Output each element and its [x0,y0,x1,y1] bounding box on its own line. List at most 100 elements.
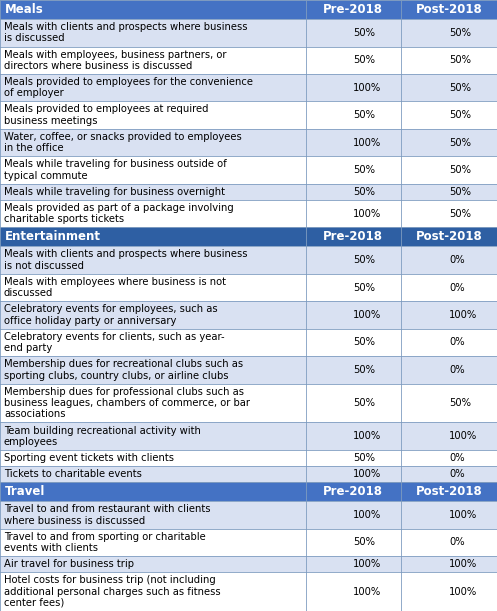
Text: 0%: 0% [449,255,465,265]
Text: 50%: 50% [449,28,471,38]
Text: 0%: 0% [449,453,465,463]
Text: 100%: 100% [353,208,382,219]
Text: Meals provided as part of a package involving: Meals provided as part of a package invo… [4,203,234,213]
Text: associations: associations [4,409,66,419]
Text: Entertainment: Entertainment [5,230,101,243]
Text: office holiday party or anniversary: office holiday party or anniversary [4,316,176,326]
Text: charitable sports tickets: charitable sports tickets [4,214,124,224]
Text: Meals while traveling for business outside of: Meals while traveling for business outsi… [4,159,227,169]
Text: Membership dues for recreational clubs such as: Membership dues for recreational clubs s… [4,359,243,369]
Bar [0,274,497,301]
Text: 50%: 50% [353,165,375,175]
Bar [0,356,497,384]
Text: 0%: 0% [449,337,465,348]
Text: 50%: 50% [353,255,375,265]
Text: Meals while traveling for business overnight: Meals while traveling for business overn… [4,187,225,197]
Text: 100%: 100% [353,559,382,569]
Text: business meetings: business meetings [4,116,97,126]
Text: Meals with employees where business is not: Meals with employees where business is n… [4,277,226,287]
Text: discussed: discussed [4,288,53,298]
Text: Air travel for business trip: Air travel for business trip [4,559,134,569]
Text: sporting clubs, country clubs, or airline clubs: sporting clubs, country clubs, or airlin… [4,371,229,381]
Text: 100%: 100% [449,559,477,569]
Text: 100%: 100% [353,469,382,479]
Text: Post-2018: Post-2018 [415,3,483,16]
Text: 0%: 0% [449,283,465,293]
Text: in the office: in the office [4,143,64,153]
Text: 100%: 100% [353,587,382,596]
Text: 100%: 100% [353,82,382,93]
Text: business leagues, chambers of commerce, or bar: business leagues, chambers of commerce, … [4,398,250,408]
Bar [0,482,497,501]
Text: where business is discussed: where business is discussed [4,516,145,525]
Text: Sporting event tickets with clients: Sporting event tickets with clients [4,453,174,463]
Bar [0,384,497,422]
Text: is not discussed: is not discussed [4,261,84,271]
Text: Travel: Travel [5,485,45,498]
Bar [0,184,497,200]
Bar [0,200,497,227]
Text: 100%: 100% [353,310,382,320]
Text: Meals with employees, business partners, or: Meals with employees, business partners,… [4,49,227,60]
Text: 50%: 50% [449,55,471,65]
Bar [0,301,497,329]
Bar [0,227,497,246]
Text: 50%: 50% [353,55,375,65]
Text: 50%: 50% [353,337,375,348]
Text: events with clients: events with clients [4,543,98,553]
Text: Membership dues for professional clubs such as: Membership dues for professional clubs s… [4,387,244,397]
Text: 100%: 100% [353,431,382,441]
Text: 100%: 100% [449,510,477,520]
Text: Celebratory events for clients, such as year-: Celebratory events for clients, such as … [4,332,225,342]
Text: 50%: 50% [449,187,471,197]
Text: 100%: 100% [353,137,382,148]
Text: 50%: 50% [449,137,471,148]
Text: 50%: 50% [353,283,375,293]
Text: directors where business is discussed: directors where business is discussed [4,61,192,71]
Bar [0,573,497,611]
Bar [0,74,497,101]
Text: Pre-2018: Pre-2018 [324,3,383,16]
Text: Meals: Meals [5,3,44,16]
Text: 0%: 0% [449,469,465,479]
Text: Meals provided to employees for the convenience: Meals provided to employees for the conv… [4,77,253,87]
Text: Team building recreational activity with: Team building recreational activity with [4,425,201,436]
Bar [0,19,497,46]
Text: Pre-2018: Pre-2018 [324,485,383,498]
Text: 50%: 50% [449,208,471,219]
Text: 50%: 50% [353,453,375,463]
Text: Meals with clients and prospects where business: Meals with clients and prospects where b… [4,22,248,32]
Text: typical commute: typical commute [4,170,87,181]
Text: Celebratory events for employees, such as: Celebratory events for employees, such a… [4,304,218,315]
Text: is discussed: is discussed [4,34,65,43]
Text: Meals with clients and prospects where business: Meals with clients and prospects where b… [4,249,248,260]
Text: 50%: 50% [353,187,375,197]
Text: Hotel costs for business trip (not including: Hotel costs for business trip (not inclu… [4,576,216,585]
Bar [0,246,497,274]
Bar [0,101,497,129]
Bar [0,46,497,74]
Text: Post-2018: Post-2018 [415,230,483,243]
Text: Pre-2018: Pre-2018 [324,230,383,243]
Text: 50%: 50% [449,110,471,120]
Text: Post-2018: Post-2018 [415,485,483,498]
Text: 100%: 100% [449,587,477,596]
Text: 50%: 50% [353,110,375,120]
Text: 50%: 50% [449,82,471,93]
Text: 50%: 50% [449,165,471,175]
Bar [0,501,497,529]
Bar [0,450,497,466]
Text: 50%: 50% [353,365,375,375]
Text: center fees): center fees) [4,598,64,608]
Bar [0,529,497,556]
Text: 0%: 0% [449,538,465,547]
Bar [0,0,497,19]
Text: Tickets to charitable events: Tickets to charitable events [4,469,142,479]
Text: 50%: 50% [353,538,375,547]
Text: 100%: 100% [353,510,382,520]
Text: 50%: 50% [353,398,375,408]
Text: 0%: 0% [449,365,465,375]
Text: Meals provided to employees at required: Meals provided to employees at required [4,104,209,114]
Text: 100%: 100% [449,310,477,320]
Text: additional personal charges such as fitness: additional personal charges such as fitn… [4,587,221,596]
